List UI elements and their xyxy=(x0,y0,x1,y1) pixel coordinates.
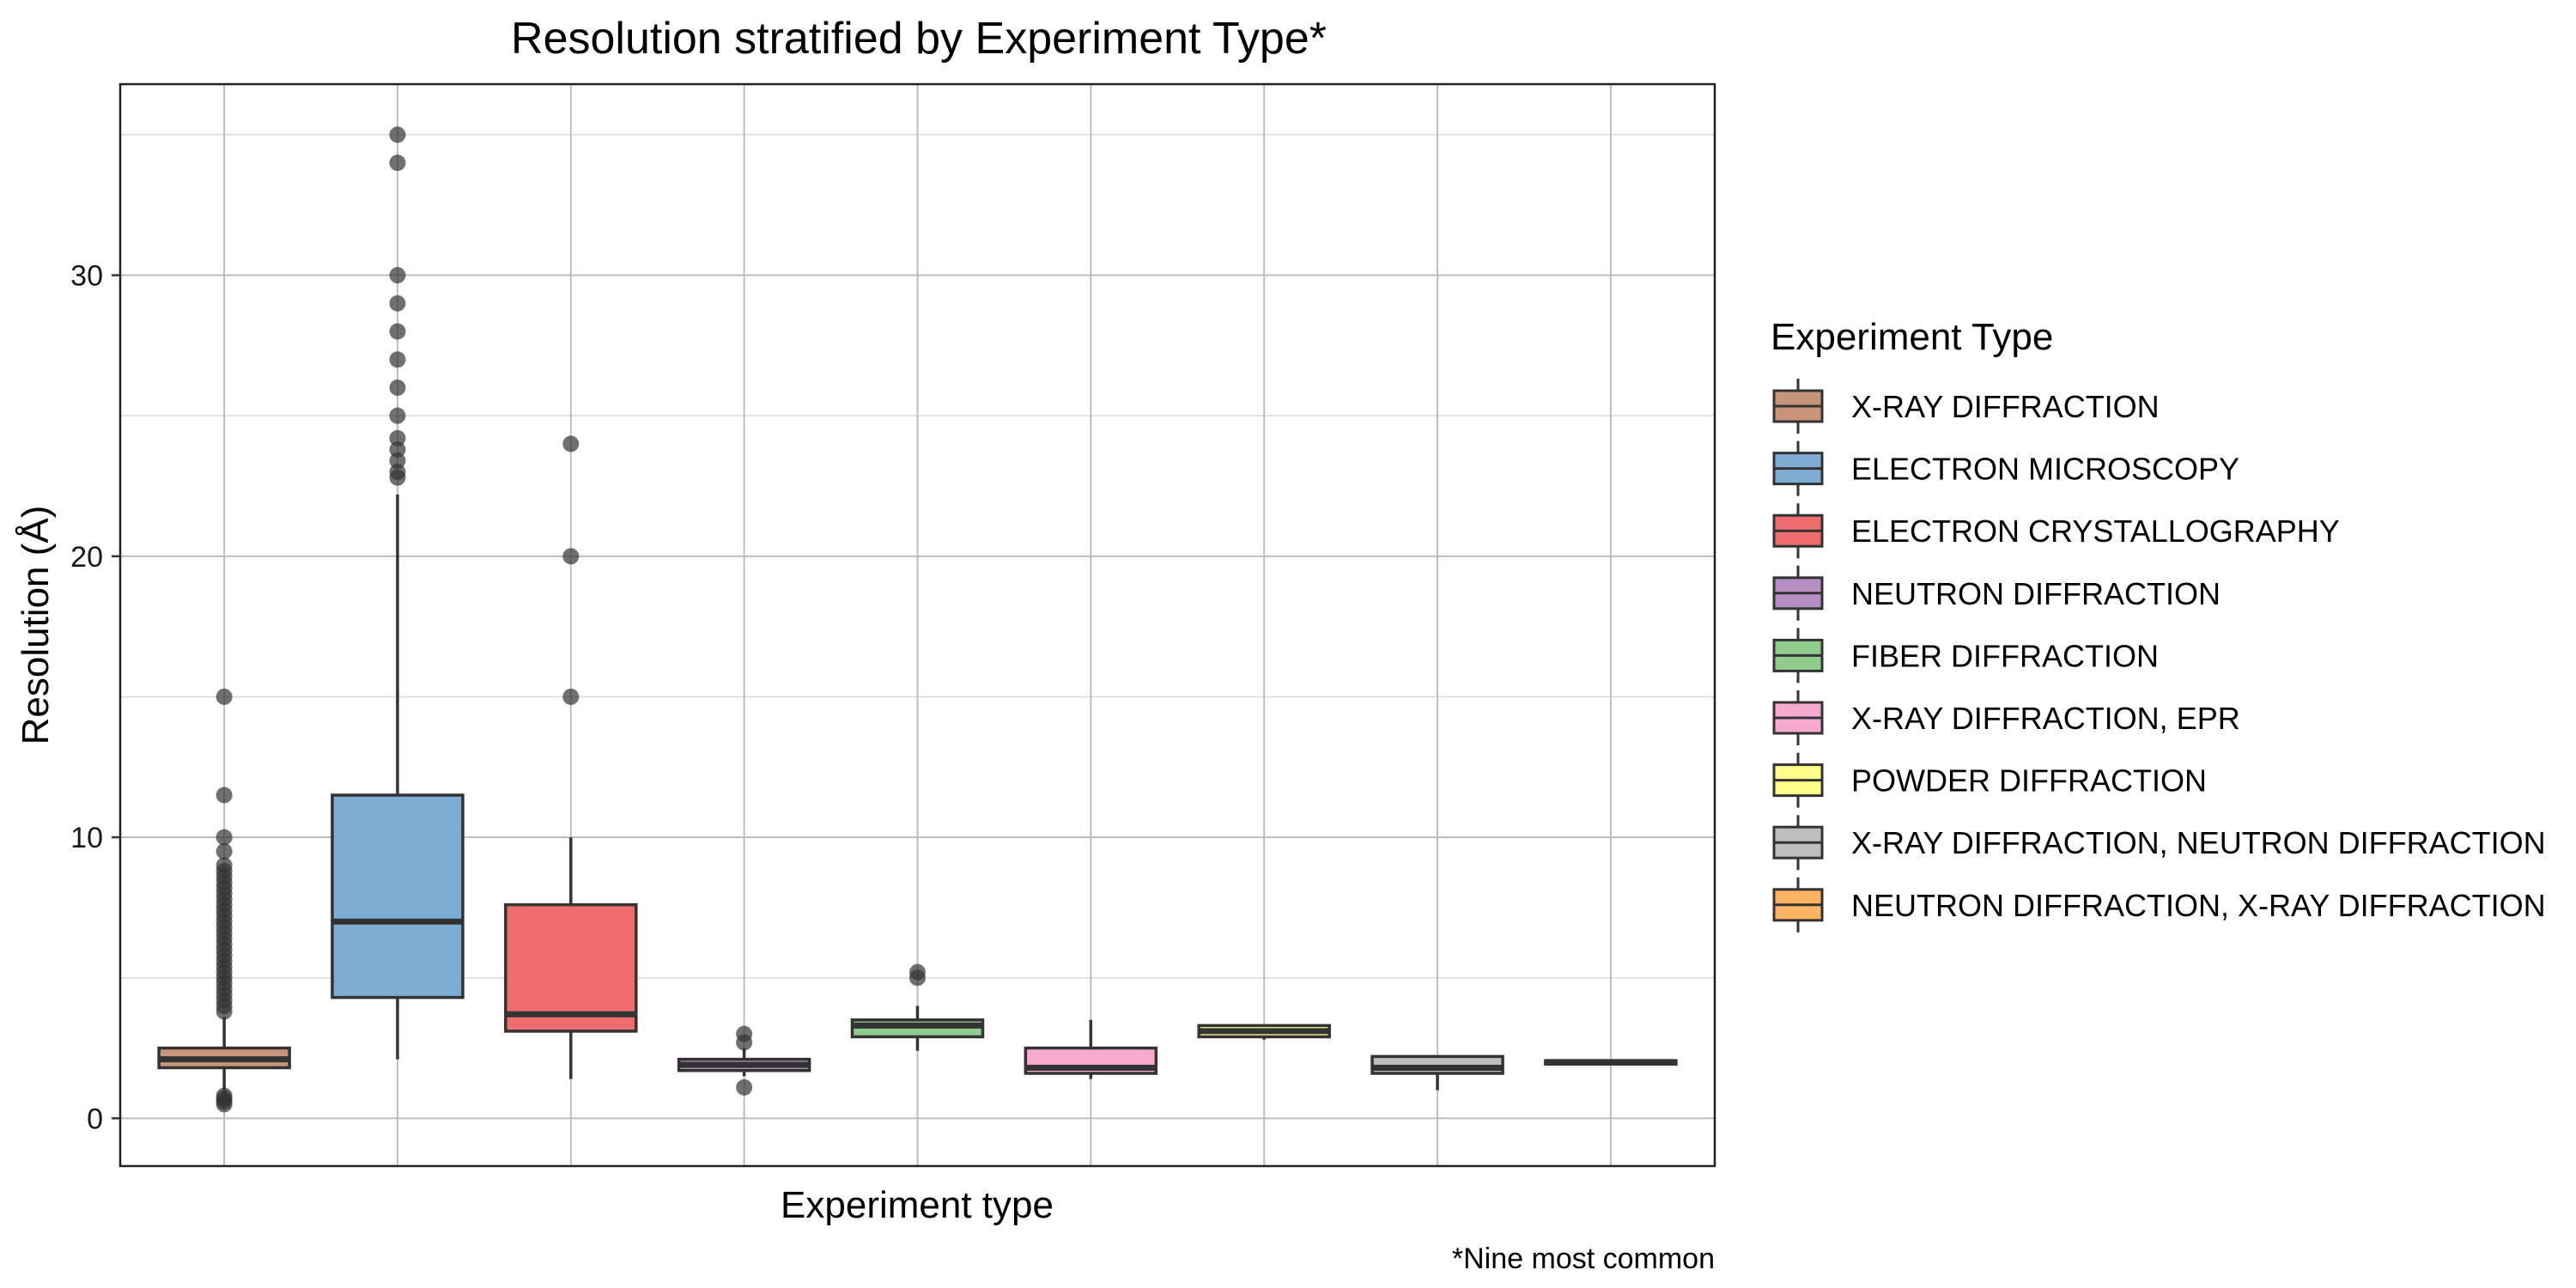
outlier-point xyxy=(216,688,233,705)
outlier-point xyxy=(389,267,406,284)
y-tick-label: 0 xyxy=(87,1103,103,1135)
y-tick-label: 30 xyxy=(70,260,103,293)
outlier-point xyxy=(389,379,406,396)
outlier-point xyxy=(389,469,406,486)
legend-item: X-RAY DIFFRACTION, NEUTRON DIFFRACTION xyxy=(1772,815,2546,871)
legend-item: ELECTRON MICROSCOPY xyxy=(1772,440,2239,496)
outlier-point xyxy=(562,548,580,565)
box xyxy=(331,793,465,999)
legend-item: NEUTRON DIFFRACTION, X-RAY DIFFRACTION xyxy=(1772,877,2546,933)
legend-item: X-RAY DIFFRACTION, EPR xyxy=(1772,690,2240,745)
legend-label: FIBER DIFFRACTION xyxy=(1851,638,2159,673)
legend-label: ELECTRON MICROSCOPY xyxy=(1851,452,2239,487)
box-plot xyxy=(850,963,985,1051)
y-axis-title: Resolution (Å) xyxy=(15,506,57,745)
chart-title: Resolution stratified by Experiment Type… xyxy=(511,14,1327,64)
legend-label: NEUTRON DIFFRACTION xyxy=(1851,576,2221,611)
box xyxy=(504,902,638,1033)
legend-item: NEUTRON DIFFRACTION xyxy=(1772,565,2221,621)
outlier-point xyxy=(389,429,406,447)
box-plot xyxy=(1024,1019,1158,1079)
box-plot xyxy=(504,435,638,1079)
legend-label: POWDER DIFFRACTION xyxy=(1851,763,2207,799)
legend-label: X-RAY DIFFRACTION, NEUTRON DIFFRACTION xyxy=(1851,825,2546,860)
y-axis-ticks: 0 10 20 30 xyxy=(70,260,120,1135)
outlier-point xyxy=(736,1078,753,1096)
legend: Experiment Type X-RAY DIFFRACTION ELECTRO… xyxy=(1771,316,2546,933)
box-plot xyxy=(1197,1024,1331,1040)
caption: *Nine most common xyxy=(1452,1242,1715,1275)
outlier-point xyxy=(389,407,406,424)
outlier-point xyxy=(216,1003,233,1020)
legend-item: POWDER DIFFRACTION xyxy=(1772,752,2207,808)
legend-label: X-RAY DIFFRACTION, EPR xyxy=(1851,701,2240,736)
outlier-point xyxy=(216,1096,233,1113)
outlier-point xyxy=(562,688,580,705)
outlier-point xyxy=(389,155,406,172)
legend-label: X-RAY DIFFRACTION xyxy=(1851,389,2160,424)
box-plot xyxy=(157,688,291,1113)
legend-item: FIBER DIFFRACTION xyxy=(1772,628,2159,683)
box-plot xyxy=(1370,1054,1504,1091)
legend-label: NEUTRON DIFFRACTION, X-RAY DIFFRACTION xyxy=(1851,888,2546,923)
outlier-point xyxy=(389,126,406,143)
outlier-point xyxy=(216,829,233,846)
outlier-point xyxy=(389,440,406,458)
box-plot xyxy=(331,126,465,1060)
outlier-point xyxy=(389,323,406,340)
outlier-point xyxy=(909,969,926,987)
legend-item: X-RAY DIFFRACTION xyxy=(1772,379,2160,434)
box-plot xyxy=(1544,1059,1678,1066)
y-tick-label: 10 xyxy=(70,822,103,854)
box-plot xyxy=(677,1025,811,1096)
legend-label: ELECTRON CRYSTALLOGRAPHY xyxy=(1851,513,2340,549)
plot-border xyxy=(118,82,1716,1168)
outlier-point xyxy=(389,295,406,312)
outlier-point xyxy=(562,435,580,453)
outlier-point xyxy=(389,453,406,470)
outlier-point xyxy=(736,1034,753,1051)
outlier-point xyxy=(389,351,406,368)
boxes xyxy=(157,126,1678,1113)
legend-title: Experiment Type xyxy=(1771,316,2053,358)
outlier-point xyxy=(216,787,233,804)
outlier-point xyxy=(216,842,233,860)
y-tick-label: 20 xyxy=(70,541,103,574)
legend-item: ELECTRON CRYSTALLOGRAPHY xyxy=(1772,503,2340,559)
x-axis-title: Experiment type xyxy=(781,1184,1054,1226)
